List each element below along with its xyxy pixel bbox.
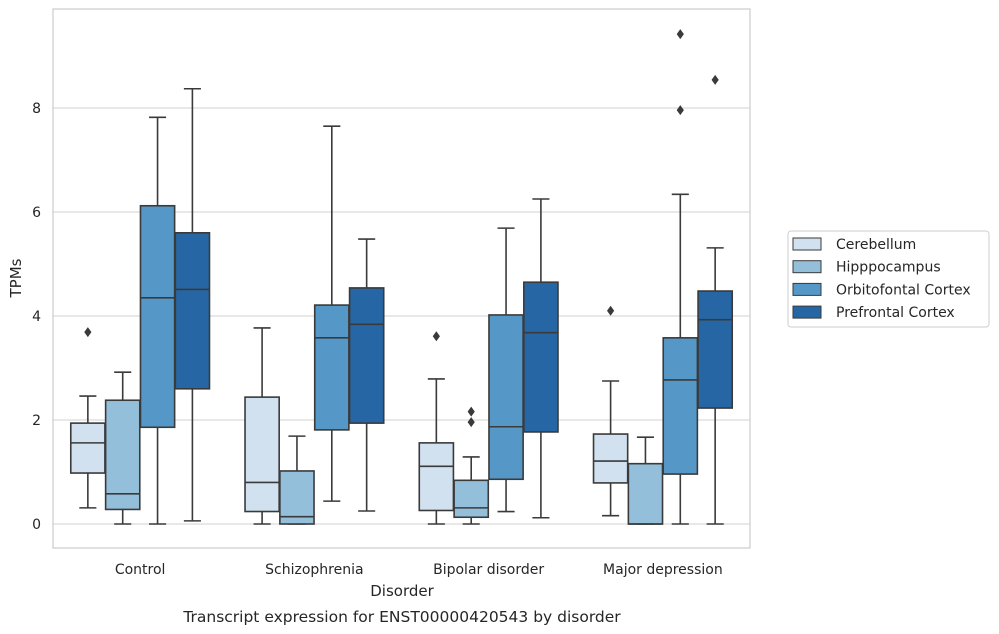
x-tick-labels: Control Schizophrenia Bipolar disorder Majo… xyxy=(115,562,723,578)
outlier-point xyxy=(467,417,475,428)
x-tick-label: Schizophrenia xyxy=(265,562,363,578)
box-body xyxy=(174,232,211,390)
y-tick-label: 2 xyxy=(32,413,41,429)
box-cerebellum xyxy=(592,305,629,517)
legend: Cerebellum Hipppocampus Orbitofontal Corte… xyxy=(787,230,990,328)
legend-label: Orbitofontal Cortex xyxy=(836,282,971,298)
y-tick-labels: 0 2 4 6 8 xyxy=(32,101,41,533)
y-axis-label: TPMs xyxy=(7,258,25,298)
box-orbitofontal-cortex xyxy=(662,29,699,525)
legend-item: Cerebellum xyxy=(792,237,916,253)
legend-label: Prefrontal Cortex xyxy=(836,305,955,321)
box-body xyxy=(488,314,524,481)
box-body xyxy=(662,337,699,475)
box-body xyxy=(592,433,629,484)
legend-swatch xyxy=(792,305,822,319)
legend-item: Orbitofontal Cortex xyxy=(792,282,971,298)
outlier-point xyxy=(84,327,92,338)
legend-swatch xyxy=(792,260,822,274)
box-hipppocampus xyxy=(279,435,315,525)
box-hipppocampus xyxy=(627,436,664,525)
box-cerebellum xyxy=(69,327,106,509)
box-body xyxy=(627,462,664,525)
legend-swatch xyxy=(792,282,822,296)
box-body xyxy=(523,281,559,433)
y-tick-label: 6 xyxy=(32,205,41,221)
outlier-point xyxy=(676,105,684,116)
box-prefrontal-cortex xyxy=(697,74,734,525)
box-plot-series xyxy=(69,29,734,525)
legend-label: Cerebellum xyxy=(836,237,916,253)
box-body xyxy=(139,204,176,429)
box-body xyxy=(453,479,490,519)
box-cerebellum xyxy=(244,327,280,525)
box-body xyxy=(697,290,734,409)
outlier-point xyxy=(676,29,684,40)
box-orbitofontal-cortex xyxy=(139,116,176,525)
legend-swatch xyxy=(792,237,822,251)
box-prefrontal-cortex xyxy=(174,87,211,522)
x-tick-label: Major depression xyxy=(603,562,723,578)
chart-caption: Transcript expression for ENST0000042054… xyxy=(182,608,621,626)
box-body xyxy=(104,399,141,511)
outlier-point xyxy=(607,305,615,316)
plot-frame xyxy=(52,8,751,549)
box-body xyxy=(418,442,455,512)
legend-item: Hipppocampus xyxy=(792,260,941,276)
outlier-point xyxy=(467,406,475,417)
legend-label: Hipppocampus xyxy=(836,260,941,276)
box-orbitofontal-cortex xyxy=(313,125,350,502)
box-body xyxy=(348,287,385,424)
box-body xyxy=(244,396,280,513)
y-tick-label: 8 xyxy=(32,101,41,117)
box-body xyxy=(69,422,106,474)
box-hipppocampus xyxy=(104,371,141,525)
y-tick-label: 4 xyxy=(32,309,41,325)
x-axis-label: Disorder xyxy=(370,582,434,600)
box-cerebellum xyxy=(418,331,455,525)
legend-item: Prefrontal Cortex xyxy=(792,305,955,321)
legend-frame xyxy=(787,230,990,328)
y-tick-label: 0 xyxy=(32,517,41,533)
outlier-point xyxy=(432,331,440,342)
x-tick-label: Bipolar disorder xyxy=(433,562,544,578)
box-prefrontal-cortex xyxy=(523,198,559,519)
outlier-point xyxy=(711,74,719,85)
box-body xyxy=(279,470,315,525)
box-orbitofontal-cortex xyxy=(488,227,524,513)
box-body xyxy=(313,304,350,431)
box-prefrontal-cortex xyxy=(348,238,385,512)
box-hipppocampus xyxy=(453,406,490,525)
x-tick-label: Control xyxy=(115,562,166,578)
